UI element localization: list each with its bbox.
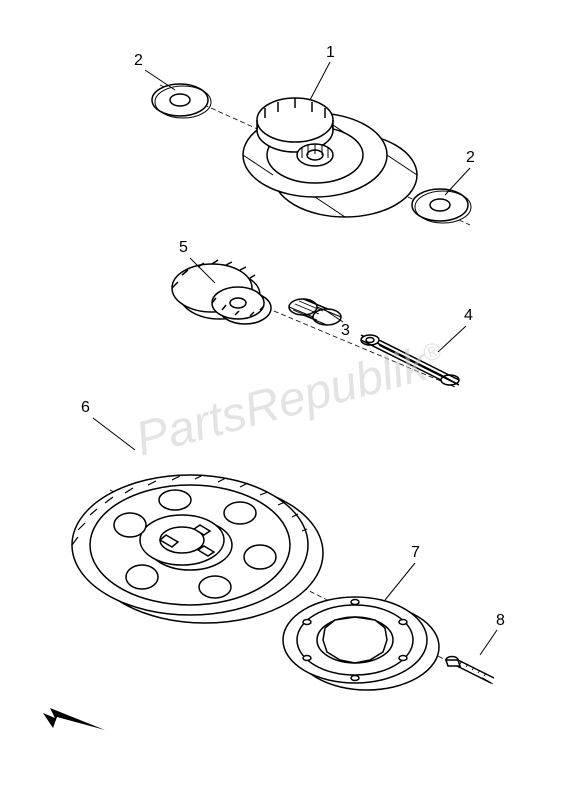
- washer-right: [412, 189, 471, 223]
- callout-6: 6: [81, 399, 90, 417]
- needle-bearing: [289, 299, 341, 325]
- callout-4: 4: [464, 307, 473, 325]
- large-gear: [72, 475, 323, 623]
- callout-2b: 2: [466, 149, 475, 167]
- direction-arrow: [43, 708, 105, 730]
- bolt: [446, 657, 494, 684]
- clutch-plate: [283, 597, 439, 690]
- shaft-pin: [361, 335, 459, 385]
- diagram-container: PartsRepublik® 1 2 2 5 3 4 6 7 8: [0, 0, 580, 800]
- callout-8: 8: [496, 612, 505, 630]
- callout-5: 5: [179, 239, 188, 257]
- callout-7: 7: [411, 544, 420, 562]
- double-gear: [172, 260, 271, 324]
- callout-3: 3: [341, 322, 350, 340]
- upper-clutch-assembly: [243, 98, 417, 217]
- washer-left: [152, 84, 211, 118]
- callout-2a: 2: [134, 52, 143, 70]
- callout-1: 1: [326, 44, 335, 62]
